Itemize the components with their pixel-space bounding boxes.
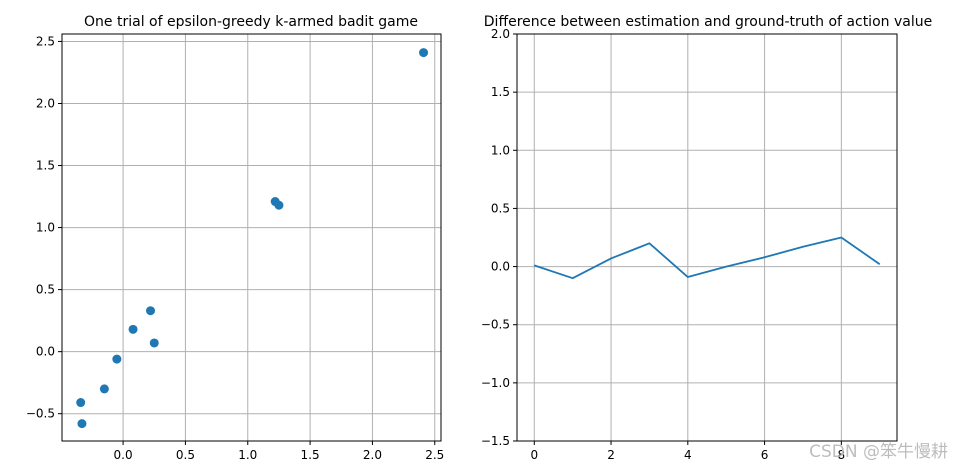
scatter-x-tick-label: 2.0 xyxy=(363,448,382,462)
scatter-title: One trial of epsilon-greedy k-armed badi… xyxy=(84,14,418,30)
scatter-y-tick-label: 0.0 xyxy=(36,345,55,359)
scatter-point xyxy=(419,48,429,58)
line-series-path xyxy=(533,236,881,280)
scatter-point xyxy=(112,354,122,364)
scatter-y-tick-label: 0.5 xyxy=(36,283,55,297)
scatter-x-ticks: 0.0 0.5 1.0 1.5 2.0 2.5 xyxy=(114,441,444,462)
line-y-tick-label: 0.5 xyxy=(491,201,510,215)
line-title: Difference between estimation and ground… xyxy=(484,14,932,30)
scatter-point xyxy=(274,200,284,210)
line-series xyxy=(533,236,881,280)
scatter-axes-frame xyxy=(61,33,442,442)
scatter-y-tick-label: 2.5 xyxy=(36,34,55,48)
scatter-points xyxy=(76,48,429,429)
line-y-tick-label: 0.0 xyxy=(491,260,510,274)
scatter-y-tick-label: 1.5 xyxy=(36,159,55,173)
scatter-y-tick-label: 1.0 xyxy=(36,221,55,235)
scatter-point xyxy=(146,306,156,316)
scatter-x-tick-label: 1.0 xyxy=(238,448,257,462)
scatter-point xyxy=(76,398,86,408)
scatter-x-tick-label: 2.5 xyxy=(425,448,444,462)
line-y-tick-label: 1.0 xyxy=(491,143,510,157)
line-x-tick-label: 8 xyxy=(838,448,846,462)
scatter-y-ticks: −0.5 0.0 0.5 1.0 1.5 2.0 2.5 xyxy=(26,34,62,421)
scatter-point xyxy=(99,384,109,394)
line-subplot: Difference between estimation and ground… xyxy=(481,14,932,462)
scatter-subplot: One trial of epsilon-greedy k-armed badi… xyxy=(26,14,444,462)
scatter-y-tick-label: 2.0 xyxy=(36,96,55,110)
line-y-tick-label: 1.5 xyxy=(491,85,510,99)
line-axes-frame xyxy=(516,33,898,442)
line-x-tick-label: 4 xyxy=(684,448,692,462)
scatter-point xyxy=(149,338,159,348)
scatter-grid xyxy=(62,34,441,441)
watermark-text: CSDN @笨牛慢耕 xyxy=(809,442,948,462)
line-x-tick-label: 6 xyxy=(761,448,769,462)
line-y-tick-label: −0.5 xyxy=(481,318,510,332)
line-x-ticks: 0 2 4 6 8 xyxy=(530,441,845,462)
scatter-x-tick-label: 0.0 xyxy=(114,448,133,462)
line-y-tick-label: −1.5 xyxy=(481,434,510,448)
scatter-x-tick-label: 1.5 xyxy=(301,448,320,462)
scatter-x-tick-label: 0.5 xyxy=(176,448,195,462)
line-x-tick-label: 2 xyxy=(607,448,615,462)
line-y-ticks: −1.5 −1.0 −0.5 0.0 0.5 1.0 1.5 2.0 xyxy=(481,27,517,448)
line-y-tick-label: 2.0 xyxy=(491,27,510,41)
scatter-point xyxy=(128,324,138,334)
scatter-y-tick-label: −0.5 xyxy=(26,407,55,421)
line-y-tick-label: −1.0 xyxy=(481,376,510,390)
scatter-point xyxy=(77,419,87,429)
line-x-tick-label: 0 xyxy=(530,448,538,462)
